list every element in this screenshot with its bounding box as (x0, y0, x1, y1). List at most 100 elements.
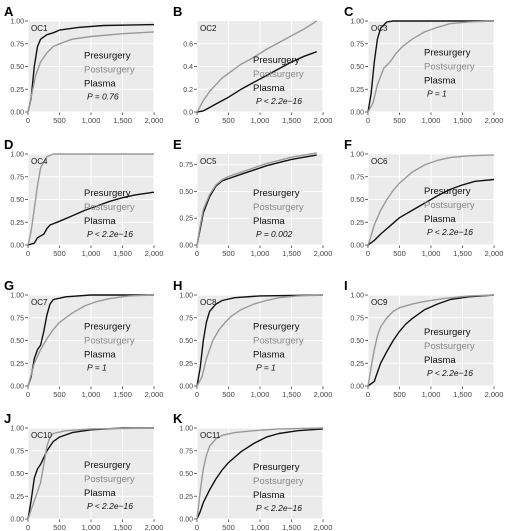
legend-entry-plasma: Plasma (424, 214, 456, 225)
y-tick-label: 0.25 (350, 220, 364, 227)
x-tick-label: 2,000 (145, 390, 164, 399)
legend-entry-plasma: Plasma (253, 83, 285, 94)
x-tick-label: 0 (195, 390, 199, 399)
y-tick-label: 0.00 (10, 517, 24, 524)
panel-letter: F (344, 137, 352, 152)
y-tick-label: 0.50 (10, 471, 24, 478)
panel-label: OC7 (31, 298, 48, 307)
legend-entry-presurgery: Presurgery (253, 188, 300, 199)
legend-entry-presurgery: Presurgery (424, 48, 471, 59)
x-tick-label: 1,000 (82, 249, 101, 258)
y-tick-label: 0.4 (183, 64, 193, 71)
legend-entry-plasma: Plasma (84, 78, 116, 89)
panel-letter: I (344, 278, 348, 293)
series-line-presurgery (367, 20, 494, 113)
y-tick-label: 0.00 (10, 384, 24, 391)
p-value: P < 2.2e−16 (256, 503, 302, 513)
p-value: P = 1 (87, 363, 107, 373)
x-tick-label: 1,500 (113, 116, 132, 125)
y-tick-label: 1.00 (350, 293, 364, 300)
legend-entry-postsurgery: Postsurgery (253, 476, 304, 487)
p-value: P < 2.2e−16 (256, 96, 302, 106)
x-tick-label: 500 (393, 249, 406, 258)
x-tick-label: 2,000 (314, 249, 333, 258)
x-tick-label: 2,000 (485, 116, 504, 125)
legend-entry-postsurgery: Postsurgery (424, 200, 475, 211)
x-tick-label: 500 (222, 249, 235, 258)
legend-entry-postsurgery: Postsurgery (253, 336, 304, 347)
y-tick-label: 0.25 (350, 361, 364, 368)
y-tick-label: 0.25 (179, 361, 193, 368)
x-tick-label: 500 (53, 390, 66, 399)
y-tick-label: 0.50 (10, 64, 24, 71)
y-tick-label: 1.00 (350, 152, 364, 159)
x-tick-label: 1,500 (282, 390, 301, 399)
legend-entry-presurgery: Presurgery (84, 322, 131, 333)
y-tick-label: 1.00 (179, 426, 193, 433)
y-tick-label: 1.00 (10, 19, 24, 26)
panel-label: OC11 (200, 431, 221, 440)
y-tick-label: 0.0 (183, 110, 193, 117)
y-tick-label: 0.50 (179, 338, 193, 345)
legend-entry-postsurgery: Postsurgery (253, 202, 304, 213)
x-tick-label: 1,500 (453, 249, 472, 258)
legend-entry-plasma: Plasma (253, 350, 285, 361)
x-tick-label: 1,500 (282, 116, 301, 125)
legend-entry-postsurgery: Postsurgery (84, 336, 135, 347)
legend-entry-presurgery: Presurgery (424, 327, 471, 338)
p-value: P < 2.2e−16 (427, 368, 473, 378)
panel-i: 0 500 1,000 1,500 2,000 0.00 0.25 0.50 0.75 1.00I… (344, 278, 503, 399)
series-line-presurgery (367, 294, 495, 387)
panel-label: OC6 (371, 157, 388, 166)
x-tick-label: 2,000 (314, 523, 333, 531)
panel-label: OC1 (31, 24, 48, 33)
p-value: P = 0.002 (256, 229, 293, 239)
series-line-postsurgery (196, 152, 317, 246)
y-tick-label: 0.50 (350, 64, 364, 71)
p-value: P < 2.2e−16 (427, 227, 473, 237)
y-tick-label: 0.25 (179, 494, 193, 501)
series-line-postsurgery (367, 20, 495, 113)
legend-entry-postsurgery: Postsurgery (84, 64, 135, 75)
y-tick-label: 0.75 (10, 315, 24, 322)
panel-g: 0 500 1,000 1,500 2,000 0.00 0.25 0.50 0.75 1.00G… (4, 278, 163, 399)
x-tick-label: 0 (26, 249, 30, 258)
x-tick-label: 500 (53, 523, 66, 531)
y-tick-label: 1.00 (350, 19, 364, 26)
x-tick-label: 2,000 (145, 116, 164, 125)
x-tick-label: 500 (53, 249, 66, 258)
y-tick-label: 0.6 (183, 41, 193, 48)
y-tick-label: 0.2 (183, 87, 193, 94)
panel-letter: C (344, 4, 354, 19)
series-line-presurgery (196, 51, 317, 113)
panel-k: 0 500 1,000 1,500 2,000 0.00 0.25 0.50 0.75 1.00K… (173, 411, 332, 531)
x-tick-label: 1,500 (453, 116, 472, 125)
y-tick-label: 0.50 (350, 338, 364, 345)
y-tick-label: 0.00 (10, 110, 24, 117)
x-tick-label: 2,000 (314, 116, 333, 125)
x-tick-label: 1,500 (453, 390, 472, 399)
series-line-presurgery (196, 428, 324, 520)
panel-j: 0 500 1,000 1,500 2,000 0.00 0.25 0.50 0.75 1.00J… (4, 411, 163, 531)
legend-entry-plasma: Plasma (84, 216, 116, 227)
y-tick-label: 0.50 (179, 471, 193, 478)
x-tick-label: 500 (53, 116, 66, 125)
y-tick-label: 0.50 (10, 197, 24, 204)
legend-entry-postsurgery: Postsurgery (424, 62, 475, 73)
x-tick-label: 1,500 (282, 523, 301, 531)
legend-entry-presurgery: Presurgery (424, 186, 471, 197)
x-tick-label: 500 (393, 116, 406, 125)
y-tick-label: 0.50 (10, 338, 24, 345)
x-tick-label: 500 (222, 390, 235, 399)
y-tick-label: 0.25 (10, 87, 24, 94)
x-tick-label: 1,000 (251, 390, 270, 399)
x-tick-label: 1,500 (113, 249, 132, 258)
panel-a: 0 500 1,000 1,500 2,000 0.00 0.25 0.50 0.75 1.00A… (4, 4, 163, 125)
y-tick-label: 1.00 (10, 152, 24, 159)
panel-e: 0 500 1,000 1,500 2,000 0.00 0.25 0.50 0.75 E OC5 P… (173, 137, 332, 258)
legend-entry-plasma: Plasma (253, 490, 285, 501)
y-tick-label: 0.00 (350, 110, 364, 117)
y-tick-label: 1.00 (10, 293, 24, 300)
panel-letter: K (173, 411, 183, 426)
x-tick-label: 0 (195, 116, 199, 125)
